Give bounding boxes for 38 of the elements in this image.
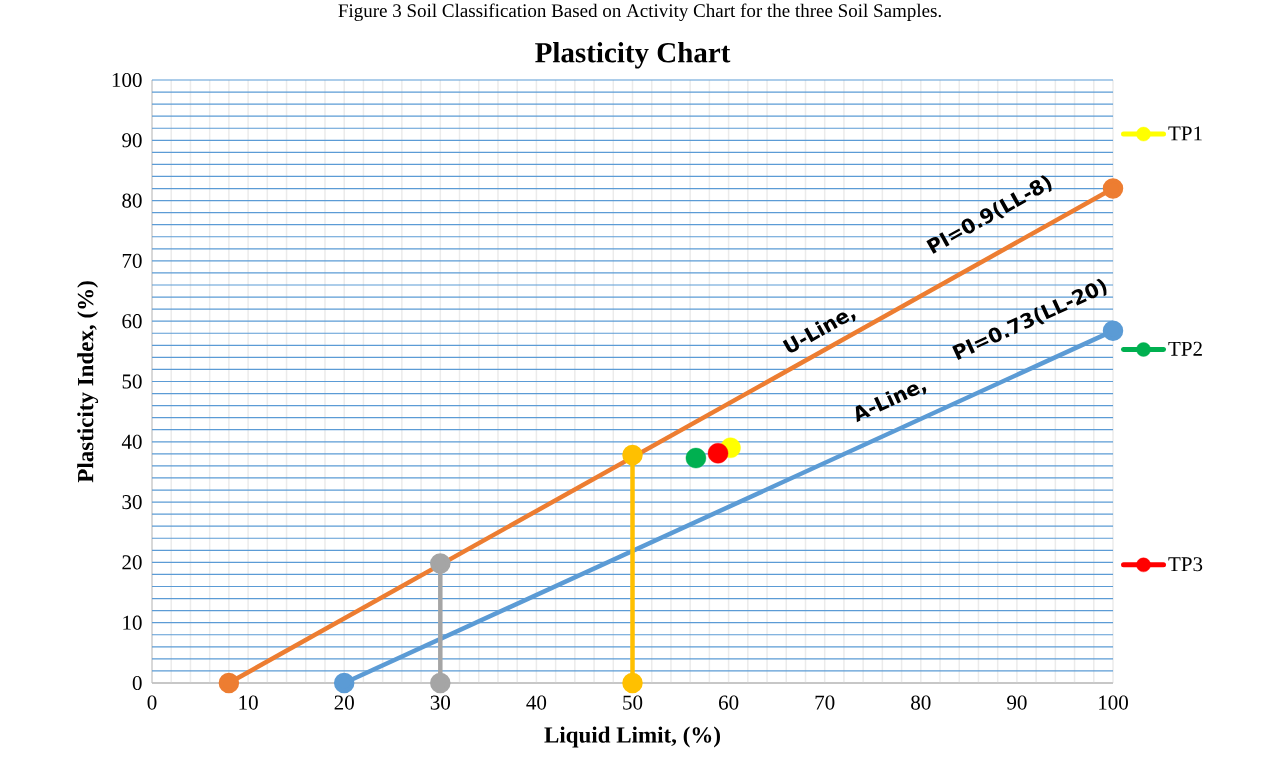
x-tick-label: 60 — [719, 695, 739, 710]
point — [430, 553, 451, 574]
point — [218, 672, 240, 694]
x-tick-label: 100 — [1099, 695, 1128, 710]
x-axis-title: Liquid Limit, (%) — [544, 726, 720, 748]
x-tick-label: 70 — [815, 695, 835, 710]
y-axis-title: Plasticity Index, (%) — [77, 281, 99, 483]
x-tick-label: 30 — [430, 695, 451, 710]
x-tick-label: 0 — [147, 695, 157, 710]
legend-label: TP3 — [1168, 557, 1203, 572]
y-tick-label: 70 — [122, 253, 142, 268]
y-tick-label: 30 — [122, 495, 142, 510]
y-tick-label: 60 — [122, 314, 142, 329]
point — [430, 672, 451, 694]
point — [685, 447, 707, 469]
y-tick-label: 90 — [122, 133, 142, 148]
legend-label: TP1 — [1168, 126, 1202, 141]
y-tick-label: 10 — [123, 615, 142, 630]
x-tick-label: 40 — [526, 695, 547, 710]
x-tick-label: 50 — [623, 695, 643, 710]
x-tick-label: 80 — [911, 695, 931, 710]
point — [1102, 178, 1124, 199]
point — [333, 672, 355, 694]
y-tick-label: 100 — [112, 72, 142, 88]
legend-label: TP2 — [1168, 341, 1202, 356]
y-tick-label: 50 — [122, 374, 142, 389]
point — [622, 444, 643, 466]
y-tick-label: 20 — [122, 555, 142, 570]
x-tick-label: 10 — [239, 695, 258, 710]
y-tick-label: 40 — [121, 434, 142, 449]
point — [707, 443, 729, 464]
y-tick-label: 0 — [132, 675, 142, 691]
chart-title: Plasticity Chart — [535, 42, 731, 69]
caption: Figure 3 Soil Classification Based on Activity Chart for the three Soil Samples. — [338, 3, 941, 21]
point — [622, 672, 643, 694]
y-tick-label: 80 — [122, 193, 142, 208]
x-tick-label: 90 — [1007, 695, 1027, 710]
x-tick-label: 20 — [334, 695, 354, 710]
